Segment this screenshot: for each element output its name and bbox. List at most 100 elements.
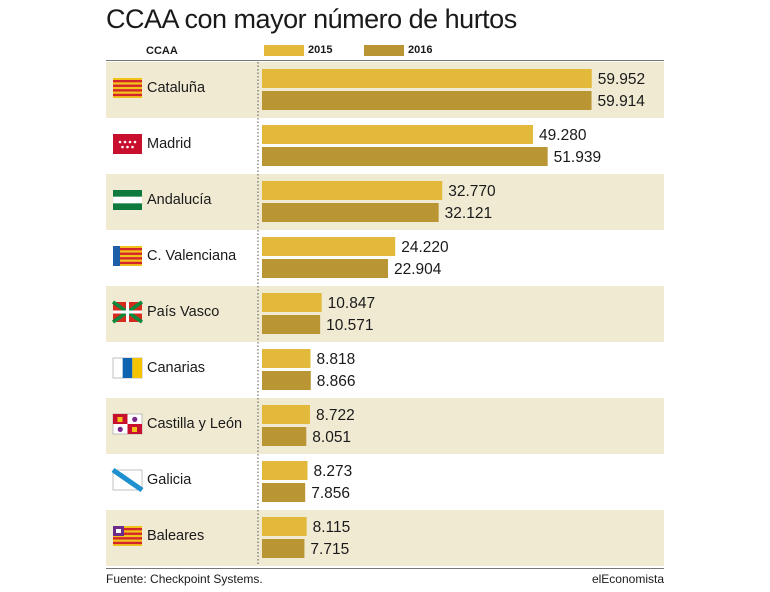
flag-lion xyxy=(132,416,138,422)
header-rule xyxy=(106,60,664,61)
value-label-2015-canarias: 8.818 xyxy=(316,351,355,368)
flag-star xyxy=(121,145,124,149)
cataluna-flag-icon xyxy=(113,78,142,98)
flag-band xyxy=(111,467,144,493)
legend-label-2016: 2016 xyxy=(408,44,433,56)
bar-2016-c-valenciana xyxy=(262,259,388,278)
value-label-2015-andalucia: 32.770 xyxy=(448,183,496,200)
flag-field xyxy=(113,134,142,154)
castilla-leon-flag-icon xyxy=(112,413,143,435)
region-label-madrid: Madrid xyxy=(147,136,191,152)
bar-2015-c-valenciana xyxy=(262,237,396,256)
value-label-2015-pais-vasco: 10.847 xyxy=(328,295,375,312)
row-band-castilla-y-leon xyxy=(106,398,664,454)
flag-star xyxy=(128,140,132,144)
flag-star xyxy=(123,140,127,144)
flag-star xyxy=(118,140,122,144)
madrid-flag-icon xyxy=(113,134,142,154)
bar-2016-andalucia xyxy=(262,203,439,222)
legend-swatch-2015 xyxy=(264,45,304,56)
bar-2015-pais-vasco xyxy=(262,293,322,312)
value-label-2015-galicia: 8.273 xyxy=(314,463,353,480)
bar-2015-andalucia xyxy=(262,181,443,200)
value-label-2016-castilla-y-leon: 8.051 xyxy=(312,429,351,446)
flag-star xyxy=(131,145,134,149)
value-label-2016-cataluna: 59.914 xyxy=(598,93,646,110)
flag-castle xyxy=(116,529,121,533)
flag-star xyxy=(133,140,137,144)
brand-name: elEconomista xyxy=(591,572,664,586)
region-label-baleares: Baleares xyxy=(147,528,204,544)
flag-stripe xyxy=(113,541,142,545)
row-band-baleares xyxy=(106,510,664,566)
pais-vasco-flag-icon xyxy=(112,300,143,324)
region-column-header: CCAA xyxy=(146,45,178,57)
bar-2016-pais-vasco xyxy=(262,315,321,334)
flag-stripe xyxy=(113,203,142,210)
baleares-flag-icon xyxy=(113,526,142,546)
region-label-andalucia: Andalucía xyxy=(147,192,212,208)
flag-stripe xyxy=(113,528,142,531)
value-label-2016-c-valenciana: 22.904 xyxy=(394,261,442,278)
flag-stripe xyxy=(113,537,142,540)
bar-2015-galicia xyxy=(262,461,308,480)
value-label-2016-andalucia: 32.121 xyxy=(445,205,492,222)
value-label-2015-castilla-y-leon: 8.722 xyxy=(316,407,355,424)
region-label-castilla-y-leon: Castilla y León xyxy=(147,416,242,432)
flag-stripe xyxy=(113,84,142,87)
value-label-2015-cataluna: 59.952 xyxy=(598,71,645,88)
value-label-2015-c-valenciana: 24.220 xyxy=(401,239,449,256)
value-label-2016-pais-vasco: 10.571 xyxy=(326,317,373,334)
bar-2016-madrid xyxy=(262,147,548,166)
flag-stripe xyxy=(120,261,142,265)
source-note: Fuente: Checkpoint Systems. xyxy=(106,572,263,586)
bar-2015-madrid xyxy=(262,125,534,144)
flag-stripe xyxy=(113,89,142,92)
flag-castle xyxy=(117,417,123,422)
bar-2016-canarias xyxy=(262,371,311,390)
value-label-2015-baleares: 8.115 xyxy=(313,519,351,536)
bar-2015-cataluna xyxy=(262,69,592,88)
legend-swatch-2016 xyxy=(364,45,404,56)
flag-stripe xyxy=(113,190,142,197)
flag-stripe xyxy=(113,80,142,83)
bar-2015-baleares xyxy=(262,517,307,536)
flag-stripe xyxy=(122,358,133,378)
flag-stripe xyxy=(120,252,142,255)
flag-stripe xyxy=(132,358,142,378)
flag-hoist xyxy=(113,246,120,266)
value-label-2015-madrid: 49.280 xyxy=(539,127,587,144)
value-label-2016-baleares: 7.715 xyxy=(310,541,349,558)
bar-2015-canarias xyxy=(262,349,311,368)
bar-2016-galicia xyxy=(262,483,306,502)
bar-2016-baleares xyxy=(262,539,305,558)
flag-stripe xyxy=(120,248,142,251)
flag-stripe xyxy=(113,93,142,97)
canarias-flag-icon xyxy=(112,357,143,379)
flag-stripe xyxy=(113,532,142,535)
legend-label-2015: 2015 xyxy=(308,44,333,56)
region-label-pais-vasco: País Vasco xyxy=(147,304,219,320)
region-label-galicia: Galicia xyxy=(147,472,192,488)
flag-field xyxy=(113,246,142,266)
flag-lion xyxy=(117,426,123,432)
flag-castle xyxy=(132,427,137,432)
value-label-2016-canarias: 8.866 xyxy=(317,373,356,390)
flag-stripe xyxy=(120,257,142,260)
value-label-2016-madrid: 51.939 xyxy=(554,149,601,166)
bar-2015-castilla-y-leon xyxy=(262,405,310,424)
bar-2016-cataluna xyxy=(262,91,592,110)
value-label-2016-galicia: 7.856 xyxy=(311,485,350,502)
region-label-cataluna: Cataluña xyxy=(147,80,206,96)
flag-cross xyxy=(113,310,142,314)
bar-2016-castilla-y-leon xyxy=(262,427,307,446)
region-label-canarias: Canarias xyxy=(147,360,205,376)
valencia-flag-icon xyxy=(113,246,142,266)
region-label-c-valenciana: C. Valenciana xyxy=(147,248,237,264)
row-band-pais-vasco xyxy=(106,286,664,342)
flag-star xyxy=(126,145,129,149)
galicia-flag-icon xyxy=(111,467,144,493)
chart-title: CCAA con mayor número de hurtos xyxy=(106,4,517,34)
andalucia-flag-icon xyxy=(113,190,142,210)
